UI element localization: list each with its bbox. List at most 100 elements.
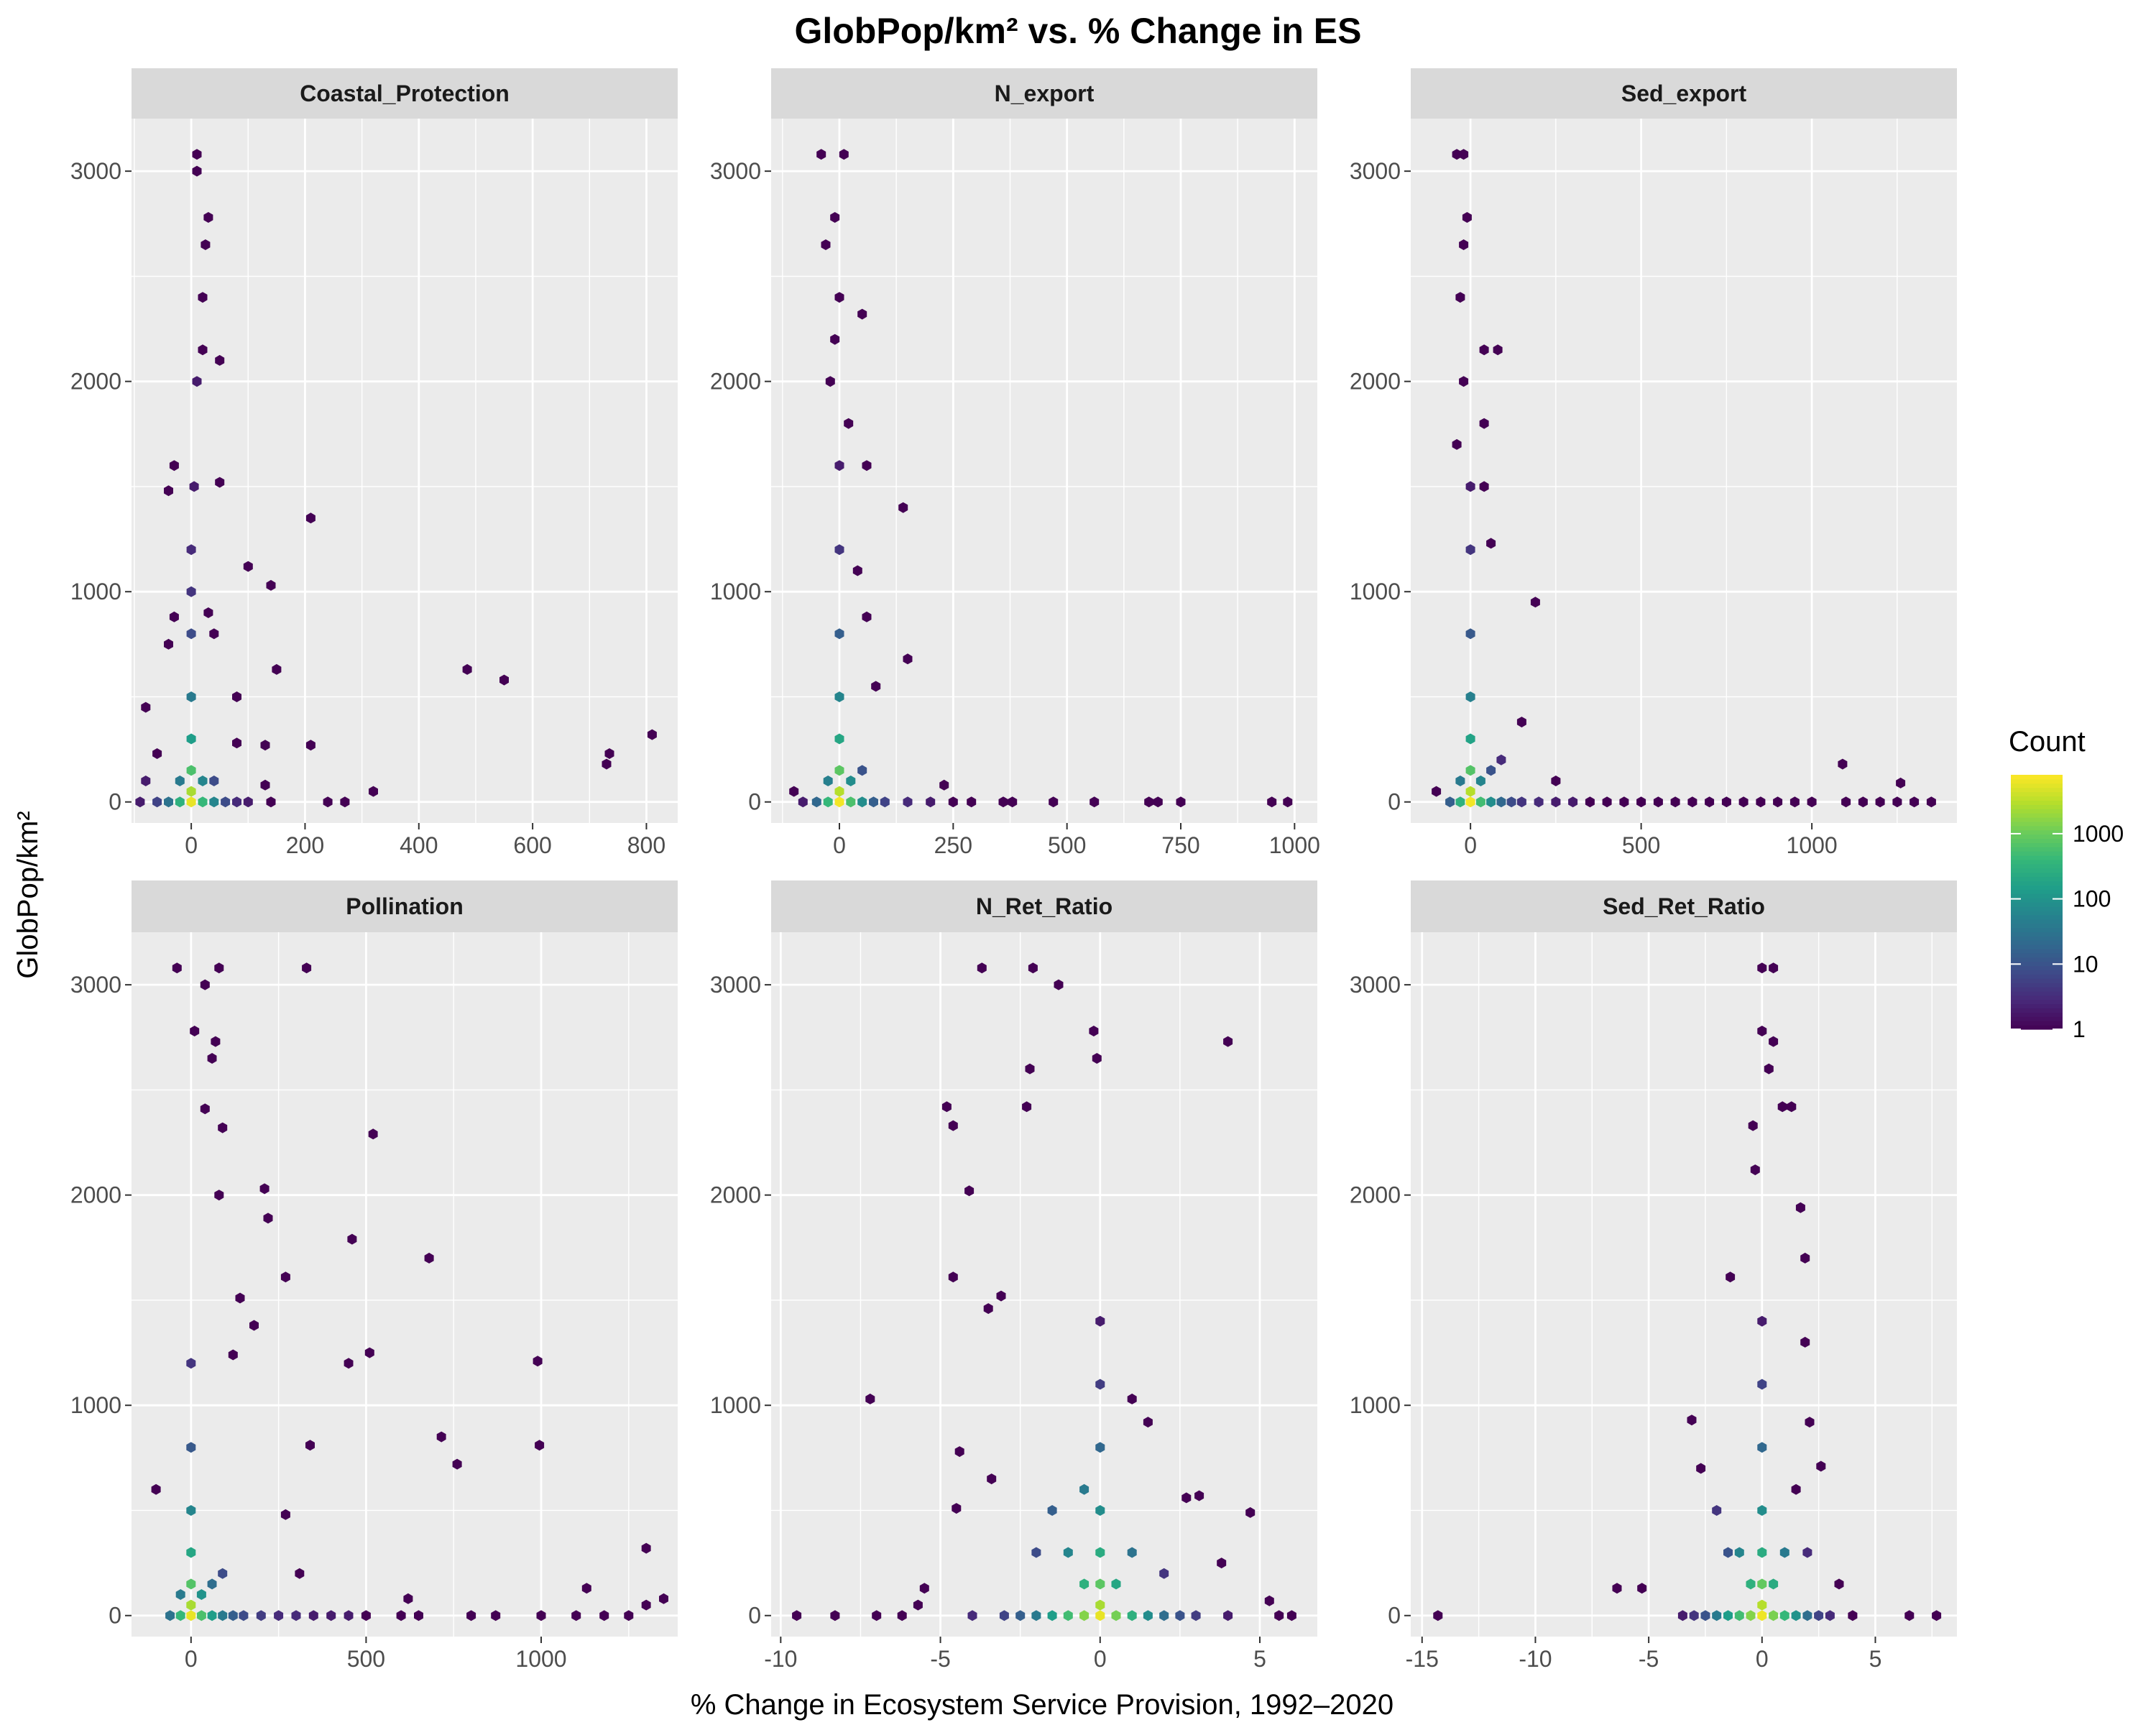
hex-bin bbox=[1465, 796, 1475, 808]
hex-bin bbox=[1465, 544, 1475, 556]
hex-bin bbox=[186, 1442, 196, 1453]
hex-bin bbox=[1267, 796, 1277, 808]
hex-bin bbox=[1769, 1036, 1779, 1047]
colorbar-segment bbox=[2011, 936, 2063, 941]
hex-bin bbox=[1452, 149, 1462, 160]
x-tick-label: -10 bbox=[1519, 1646, 1552, 1672]
colorbar-segment bbox=[2011, 999, 2063, 1005]
hex-bin bbox=[239, 1610, 249, 1622]
hex-bin bbox=[1769, 1578, 1779, 1590]
hex-bin bbox=[403, 1593, 413, 1604]
hex-bin bbox=[852, 565, 862, 576]
hex-bin bbox=[414, 1610, 423, 1622]
hex-bin bbox=[207, 1578, 217, 1590]
colorbar-segment bbox=[2011, 1016, 2063, 1021]
hex-bin bbox=[872, 1610, 882, 1622]
hex-bin bbox=[175, 776, 185, 786]
hex-bin bbox=[602, 758, 612, 770]
colorbar-segment bbox=[2011, 834, 2063, 840]
hex-bin bbox=[1445, 796, 1455, 808]
panel-background bbox=[771, 119, 1317, 823]
hex-bin bbox=[260, 740, 270, 751]
hex-bin bbox=[1769, 1610, 1779, 1622]
hex-bin bbox=[1092, 1053, 1102, 1064]
x-tick-label: 0 bbox=[1094, 1646, 1107, 1672]
hex-bin bbox=[857, 308, 867, 320]
hex-bin bbox=[1848, 1610, 1858, 1622]
hex-bin bbox=[436, 1431, 446, 1443]
y-tick-label: 0 bbox=[109, 1603, 121, 1629]
x-tick-label: 750 bbox=[1161, 832, 1199, 858]
panel-background bbox=[1411, 119, 1957, 823]
hex-bin bbox=[1089, 1026, 1099, 1036]
colorbar-segment bbox=[2011, 1012, 2063, 1017]
hex-bin bbox=[203, 212, 213, 223]
hex-bin bbox=[232, 796, 241, 808]
hex-bin bbox=[186, 1610, 196, 1622]
hex-bin bbox=[186, 691, 196, 702]
hex-bin bbox=[1926, 796, 1936, 808]
hex-bin bbox=[903, 796, 913, 808]
hex-bin bbox=[825, 376, 835, 387]
hex-bin bbox=[1841, 796, 1851, 808]
hex-bin bbox=[1602, 796, 1612, 808]
hex-bin bbox=[361, 1610, 371, 1622]
hex-bin bbox=[1079, 1578, 1089, 1590]
hex-bin bbox=[952, 1503, 962, 1514]
hex-bin bbox=[869, 796, 878, 808]
hex-bin bbox=[880, 796, 890, 808]
hex-bin bbox=[1506, 796, 1516, 808]
hex-bin bbox=[821, 239, 831, 250]
colorbar-segment bbox=[2011, 863, 2063, 869]
hex-bin bbox=[647, 729, 657, 740]
strip-label: Sed_Ret_Ratio bbox=[1603, 893, 1765, 919]
hex-bin bbox=[1800, 1252, 1810, 1264]
hex-bin bbox=[571, 1610, 581, 1622]
hex-bin bbox=[1726, 1271, 1736, 1283]
strip-label: Pollination bbox=[346, 893, 464, 919]
y-tick-label: 2000 bbox=[710, 369, 761, 395]
hex-bin bbox=[169, 611, 179, 622]
hex-bin bbox=[834, 628, 844, 640]
hex-bin bbox=[1223, 1036, 1233, 1047]
hex-bin bbox=[1455, 776, 1465, 786]
x-tick-label: 500 bbox=[1048, 832, 1086, 858]
y-tick-label: 2000 bbox=[1350, 369, 1401, 395]
panel-pollination: Pollination 0 500 1000 0 1000 2000 3000 bbox=[70, 880, 678, 1672]
hex-bin bbox=[259, 1183, 270, 1195]
hex-bin bbox=[369, 786, 378, 797]
panel-background bbox=[132, 119, 678, 823]
hex-bin bbox=[830, 334, 840, 345]
hex-bin bbox=[291, 1610, 301, 1622]
colorbar-segment bbox=[2011, 906, 2063, 911]
hex-bin bbox=[203, 607, 213, 618]
hex-bin bbox=[834, 460, 844, 472]
hex-bin bbox=[235, 1292, 245, 1304]
hex-bin bbox=[1769, 962, 1779, 974]
hex-bin bbox=[1008, 796, 1018, 808]
hex-bin bbox=[1049, 796, 1059, 808]
y-tick-label: 3000 bbox=[1350, 972, 1401, 998]
hex-bin bbox=[186, 786, 196, 797]
hex-bin bbox=[1245, 1506, 1256, 1518]
hex-bin bbox=[954, 1446, 964, 1458]
hex-bin bbox=[175, 1610, 185, 1622]
hex-bin bbox=[1757, 1547, 1767, 1558]
legend-tick-label: 10 bbox=[2073, 951, 2099, 977]
hex-bin bbox=[1516, 796, 1526, 808]
hex-bin bbox=[201, 239, 211, 250]
hex-bin bbox=[862, 460, 872, 472]
hex-bin bbox=[948, 796, 958, 808]
hex-bin bbox=[1054, 979, 1064, 990]
colorbar-segment bbox=[2011, 927, 2063, 932]
colorbar-segment bbox=[2011, 838, 2063, 843]
x-tick-label: 0 bbox=[185, 1646, 198, 1672]
hex-bin bbox=[1791, 1610, 1801, 1622]
hex-bin bbox=[186, 1599, 196, 1611]
legend-tick-label: 1 bbox=[2073, 1016, 2086, 1042]
x-tick-label: -5 bbox=[1639, 1646, 1659, 1672]
hex-bin bbox=[977, 962, 987, 974]
hex-bin bbox=[1095, 1442, 1105, 1453]
colorbar-segment bbox=[2011, 817, 2063, 822]
